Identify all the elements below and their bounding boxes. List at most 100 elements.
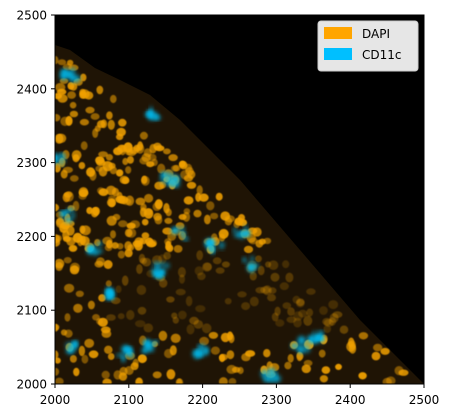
nucleus <box>84 338 95 348</box>
cd11c-signal <box>301 344 311 354</box>
nucleus <box>126 156 134 164</box>
nucleus <box>319 375 328 383</box>
cd11c-signal <box>55 155 56 159</box>
nucleus <box>141 232 150 240</box>
nucleus <box>146 240 157 248</box>
nucleus <box>154 215 163 225</box>
nucleus <box>255 255 262 263</box>
nucleus <box>321 366 331 374</box>
nucleus <box>306 308 314 317</box>
nucleus <box>55 203 60 212</box>
nucleus <box>185 296 193 307</box>
cd11c-signal <box>153 261 158 267</box>
nucleus <box>98 151 108 158</box>
nucleus <box>164 348 174 359</box>
nucleus <box>173 245 183 253</box>
nucleus <box>332 311 343 318</box>
nucleus <box>87 300 95 310</box>
nucleus <box>143 148 152 158</box>
nucleus <box>194 266 204 276</box>
tissue-region <box>55 45 424 384</box>
cd11c-signal <box>247 262 254 272</box>
cd11c-signal <box>55 157 62 164</box>
nucleus <box>358 332 369 340</box>
nucleus <box>103 260 113 269</box>
nucleus <box>105 154 113 161</box>
cd11c-signal <box>260 369 269 379</box>
x-tick-label: 2300 <box>261 393 292 407</box>
nucleus <box>260 286 271 294</box>
nucleus <box>243 245 254 254</box>
cd11c-signal <box>60 213 66 218</box>
nucleus <box>271 312 279 322</box>
cd11c-signal <box>126 347 133 352</box>
nucleus <box>186 181 197 189</box>
cd11c-signal <box>152 115 161 120</box>
nucleus <box>101 329 112 338</box>
nucleus <box>55 234 61 244</box>
nucleus <box>328 300 339 310</box>
nucleus <box>96 85 104 95</box>
legend-swatch-cd11c <box>324 48 352 60</box>
nucleus <box>135 377 143 384</box>
nucleus <box>101 370 110 379</box>
nucleus <box>270 272 280 282</box>
nucleus <box>163 148 171 155</box>
nucleus <box>154 145 165 152</box>
nucleus <box>218 377 228 384</box>
nucleus <box>79 225 86 234</box>
nucleus <box>285 272 294 283</box>
cd11c-signal <box>250 255 255 263</box>
nucleus <box>136 285 147 295</box>
cd11c-signal <box>59 210 68 215</box>
nucleus <box>164 217 173 224</box>
nucleus <box>57 59 67 66</box>
nucleus <box>146 161 155 168</box>
cd11c-signal <box>157 262 165 267</box>
nucleus <box>105 280 112 287</box>
nucleus <box>124 248 133 258</box>
nucleus <box>335 363 342 370</box>
nucleus <box>143 208 153 216</box>
nucleus <box>107 353 115 360</box>
nucleus <box>258 238 266 245</box>
nucleus <box>215 192 223 201</box>
nucleus <box>108 162 116 169</box>
nucleus <box>328 317 336 326</box>
cd11c-signal <box>159 177 169 183</box>
nucleus <box>218 233 226 242</box>
nucleus <box>165 208 172 217</box>
nucleus <box>157 163 166 174</box>
nucleus <box>245 350 256 357</box>
cd11c-signal <box>64 72 70 77</box>
cd11c-signal <box>298 346 304 354</box>
nucleus <box>69 101 77 109</box>
nucleus <box>105 185 117 196</box>
y-tick-label: 2300 <box>16 156 47 170</box>
y-tick-label: 2000 <box>16 378 47 392</box>
cd11c-signal <box>243 229 250 237</box>
nucleus <box>267 293 276 302</box>
cd11c-signal <box>182 237 189 241</box>
nucleus <box>268 260 279 271</box>
nucleus <box>172 164 181 172</box>
nucleus <box>69 110 79 118</box>
nucleus <box>323 325 332 333</box>
cd11c-signal <box>121 345 131 354</box>
cd11c-signal <box>143 339 151 348</box>
nucleus <box>166 369 176 380</box>
nucleus <box>210 346 220 355</box>
cd11c-signal <box>141 347 148 354</box>
nucleus <box>78 345 86 357</box>
cd11c-signal <box>197 350 201 355</box>
nucleus <box>85 106 95 114</box>
nucleus <box>143 323 154 333</box>
nucleus <box>263 349 271 358</box>
cd11c-signal <box>269 367 274 374</box>
nucleus <box>175 288 186 296</box>
nucleus <box>221 261 230 268</box>
nucleus <box>84 91 94 100</box>
nucleus <box>90 207 99 218</box>
nucleus <box>96 318 103 325</box>
nucleus <box>224 298 232 305</box>
